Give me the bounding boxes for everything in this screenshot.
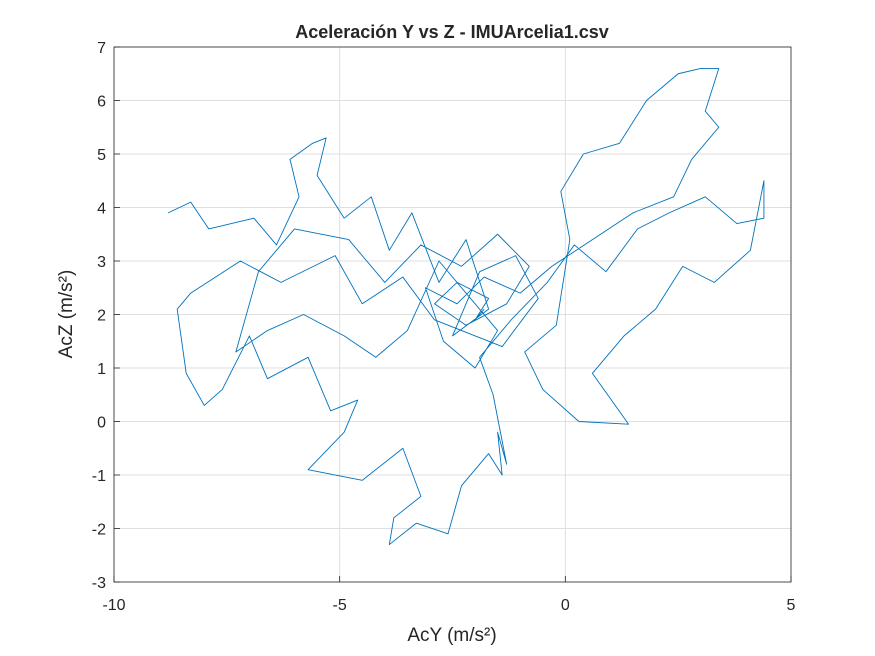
y-tick-label: 4 [97, 201, 106, 218]
y-tick-label: -1 [92, 468, 106, 485]
x-tick-label: -5 [333, 597, 347, 614]
plot-layer [167, 67, 765, 545]
y-tick-label: 0 [97, 415, 106, 432]
y-tick-label: -3 [92, 575, 106, 592]
y-tick-label: 2 [97, 308, 106, 325]
x-tick-label: -10 [102, 597, 125, 614]
x-tick-label: 5 [787, 597, 796, 614]
y-tick-label: 6 [97, 94, 106, 111]
y-tick-label: -2 [92, 522, 106, 539]
x-axis-label: AcY (m/s²) [407, 625, 496, 646]
y-tick-label: 5 [97, 147, 106, 164]
data-line [167, 67, 765, 545]
y-axis-label: AcZ (m/s²) [56, 270, 77, 359]
y-tick-label: 1 [97, 361, 106, 378]
y-tick-label: 3 [97, 254, 106, 271]
chart-title: Aceleración Y vs Z - IMUArcelia1.csv [295, 22, 609, 42]
x-tick-label: 0 [561, 597, 570, 614]
y-tick-label: 7 [97, 40, 106, 57]
